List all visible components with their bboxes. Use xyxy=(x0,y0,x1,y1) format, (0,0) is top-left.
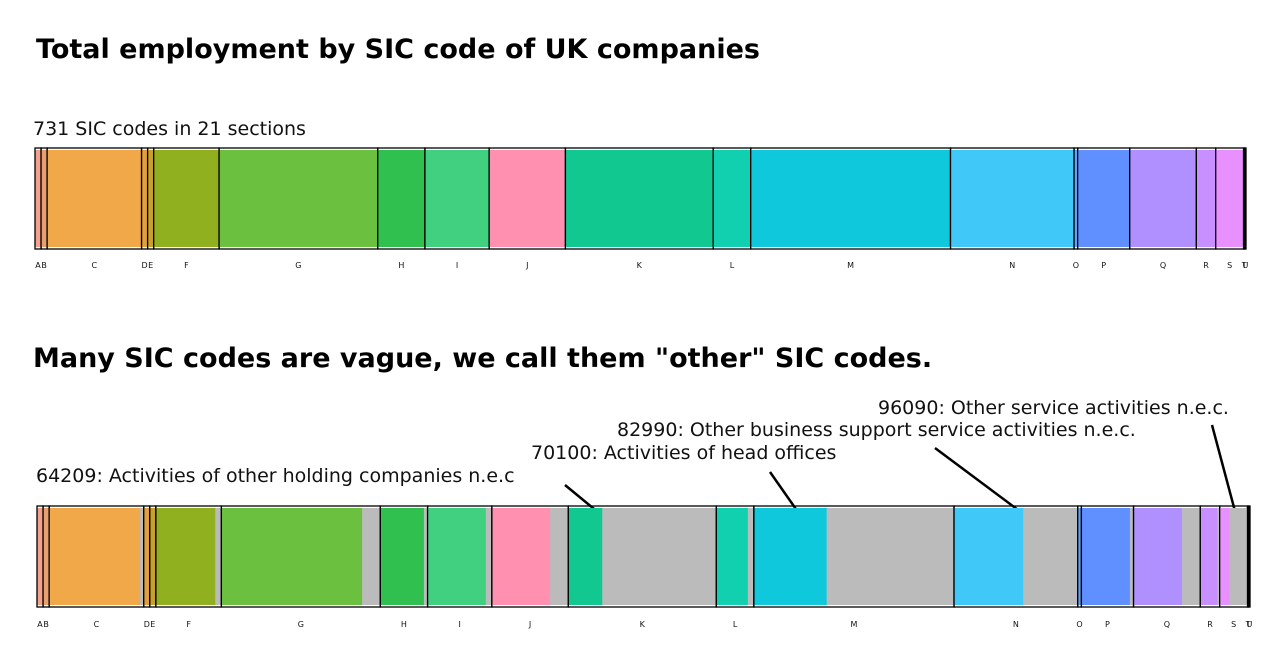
section-bar xyxy=(49,508,144,605)
other-bar xyxy=(1182,508,1201,605)
section-label: D xyxy=(142,261,148,270)
section-label: J xyxy=(525,261,528,270)
section-bar xyxy=(380,508,428,605)
section-label: S xyxy=(1227,261,1232,270)
section-bar xyxy=(155,508,222,605)
section-bar xyxy=(1077,150,1130,247)
annotation: 82990: Other business support service ac… xyxy=(617,419,1136,441)
section-label: H xyxy=(398,261,404,270)
section-label: D xyxy=(144,620,150,629)
other-bar xyxy=(602,508,717,605)
section-bar xyxy=(219,150,378,247)
section-bar xyxy=(47,150,142,247)
section-bar xyxy=(716,508,754,605)
section-label: B xyxy=(43,620,49,629)
other-bar xyxy=(140,508,144,605)
section-label: P xyxy=(1101,261,1106,270)
section-bar xyxy=(713,150,751,247)
section-bar xyxy=(221,508,381,605)
section-label: U xyxy=(1242,261,1248,270)
section-label: S xyxy=(1231,620,1236,629)
section-bar xyxy=(43,508,50,605)
section-bar xyxy=(1129,150,1197,247)
other-bar xyxy=(215,508,222,605)
other-bar xyxy=(485,508,492,605)
section-label: H xyxy=(401,620,407,629)
section-bar xyxy=(35,150,42,247)
section-label: C xyxy=(94,620,100,629)
section-bar xyxy=(377,150,425,247)
section-label: O xyxy=(1076,620,1082,629)
section-label: Q xyxy=(1164,620,1170,629)
other-bar xyxy=(826,508,955,605)
section-bar xyxy=(424,150,490,247)
section-label: E xyxy=(148,261,153,270)
section-bar xyxy=(153,150,220,247)
section-bar xyxy=(1077,508,1082,605)
other-bar xyxy=(423,508,428,605)
section-label: O xyxy=(1073,261,1079,270)
section-bar xyxy=(1196,150,1216,247)
section-label: B xyxy=(41,261,47,270)
section-bar xyxy=(141,150,148,247)
other-bar xyxy=(362,508,381,605)
annotation: 70100: Activities of head offices xyxy=(531,442,836,464)
annotation: 64209: Activities of other holding compa… xyxy=(36,465,515,487)
section-label: A xyxy=(37,620,43,629)
section-label: E xyxy=(150,620,155,629)
section-label: C xyxy=(92,261,98,270)
chart-title: Total employment by SIC code of UK compa… xyxy=(36,34,760,65)
section-label: M xyxy=(847,261,854,270)
section-label: F xyxy=(184,261,189,270)
section-bar xyxy=(1215,150,1244,247)
other-bar xyxy=(1129,508,1134,605)
section-bar xyxy=(1074,150,1078,247)
section-outline xyxy=(1244,147,1247,250)
section-bar xyxy=(750,150,951,247)
other-bar xyxy=(1217,508,1220,605)
section-label: I xyxy=(456,261,458,270)
other-bar xyxy=(550,508,569,605)
section-bar xyxy=(41,150,48,247)
chart-subtitle: 731 SIC codes in 21 sections xyxy=(33,118,306,140)
chart-title: Many SIC codes are vague, we call them "… xyxy=(33,343,932,374)
section-label: M xyxy=(851,620,858,629)
section-label: G xyxy=(298,620,304,629)
section-label: R xyxy=(1207,620,1213,629)
section-bar xyxy=(37,508,44,605)
section-bar xyxy=(1081,508,1134,605)
section-bar xyxy=(147,150,154,247)
section-label: T xyxy=(1241,261,1247,270)
other-bar xyxy=(1229,508,1248,605)
other-bar xyxy=(1023,508,1078,605)
section-label: Q xyxy=(1160,261,1166,270)
section-bar xyxy=(1200,508,1220,605)
section-label: F xyxy=(186,620,191,629)
section-label: N xyxy=(1013,620,1019,629)
section-label: U xyxy=(1246,620,1252,629)
section-bar xyxy=(489,150,566,247)
section-label: K xyxy=(640,620,646,629)
section-label: R xyxy=(1203,261,1209,270)
section-label: L xyxy=(733,620,738,629)
other-bar xyxy=(747,508,754,605)
section-label: L xyxy=(730,261,735,270)
section-bar xyxy=(143,508,150,605)
annotation: 96090: Other service activities n.e.c. xyxy=(878,397,1229,419)
section-label: G xyxy=(295,261,301,270)
section-label: A xyxy=(35,261,41,270)
section-label: K xyxy=(637,261,643,270)
section-label: P xyxy=(1105,620,1110,629)
section-bar xyxy=(950,150,1075,247)
section-label: T xyxy=(1245,620,1251,629)
section-bar xyxy=(565,150,714,247)
section-bar xyxy=(149,508,156,605)
section-label: I xyxy=(459,620,461,629)
section-label: N xyxy=(1009,261,1015,270)
section-label: J xyxy=(528,620,531,629)
section-bar xyxy=(427,508,492,605)
section-outline xyxy=(1248,505,1251,608)
